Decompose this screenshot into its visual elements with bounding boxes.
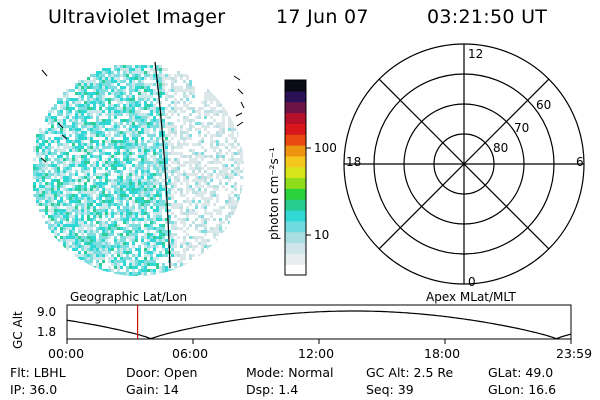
geographic-panel-label: Geographic Lat/Lon <box>70 290 188 304</box>
colorbar-band <box>285 220 306 233</box>
orbit-plot <box>66 304 572 344</box>
colorbar-band <box>285 123 306 135</box>
colorbar-band <box>285 199 306 211</box>
terminator-line <box>154 61 171 269</box>
mlt-label-12: 12 <box>468 47 484 61</box>
colorbar-band <box>285 112 306 124</box>
colorbar-band <box>285 242 306 254</box>
orbit-xtick-2: 12:00 <box>298 346 335 361</box>
status-gc-alt: GC Alt: 2.5 Re <box>366 365 454 380</box>
status-ip: IP: 36.0 <box>10 382 58 397</box>
geographic-image <box>33 61 245 276</box>
status-gain: Gain: 14 <box>126 382 179 397</box>
orbit-xtick-1: 06:00 <box>172 346 209 361</box>
colorbar-frame <box>284 79 307 276</box>
colorbar-band <box>285 188 306 200</box>
colorbar-band <box>285 231 306 244</box>
time-label: 03:21:50 UT <box>427 6 548 28</box>
colorbar-band <box>285 177 306 189</box>
orbit-ytick-high: 9.0 <box>37 305 57 319</box>
orbit-xtick-0: 00:00 <box>48 346 85 361</box>
mlat-label-70: 70 <box>514 121 530 135</box>
status-mode: Mode: Normal <box>246 365 334 380</box>
orbit-ytick-low: 1.8 <box>37 325 57 339</box>
colorbar-tick-100: 100 <box>314 141 337 155</box>
status-dsp: Dsp: 1.4 <box>246 382 299 397</box>
colorbar-unit-label: photon cm⁻²s⁻¹ <box>267 147 281 240</box>
mlt-label-0: 0 <box>468 275 476 289</box>
mlat-label-60: 60 <box>536 98 552 112</box>
app-title: Ultraviolet Imager <box>48 6 226 28</box>
colorbar-band <box>285 134 306 146</box>
colorbar-band <box>285 80 306 92</box>
status-glon: GLon: 16.6 <box>488 382 557 397</box>
date-label: 17 Jun 07 <box>276 6 369 28</box>
colorbar-band <box>285 101 306 114</box>
orbit-ylabel: GC Alt <box>11 311 25 349</box>
colorbar-band <box>285 155 306 168</box>
colorbar-band <box>285 210 306 222</box>
orbit-xtick-3: 18:00 <box>424 346 461 361</box>
status-door: Door: Open <box>126 365 198 380</box>
colorbar-band <box>285 90 306 103</box>
status-flt: Flt: LBHL <box>10 365 66 380</box>
coastline-marks <box>40 69 245 163</box>
colorbar-band <box>285 253 306 265</box>
mlat-label-80: 80 <box>493 141 509 155</box>
mlt-label-18: 18 <box>346 155 362 169</box>
colorbar <box>284 79 311 276</box>
polar-plot <box>343 43 585 285</box>
mlt-label-6: 6 <box>576 155 584 169</box>
status-seq: Seq: 39 <box>366 382 414 397</box>
colorbar-band <box>285 145 306 157</box>
colorbar-band <box>285 264 306 276</box>
status-glat: GLat: 49.0 <box>488 365 554 380</box>
colorbar-tick-10: 10 <box>314 228 330 242</box>
orbit-xtick-4: 23:59 <box>556 346 593 361</box>
colorbar-band <box>285 166 306 179</box>
polar-panel-label: Apex MLat/MLT <box>426 290 516 304</box>
